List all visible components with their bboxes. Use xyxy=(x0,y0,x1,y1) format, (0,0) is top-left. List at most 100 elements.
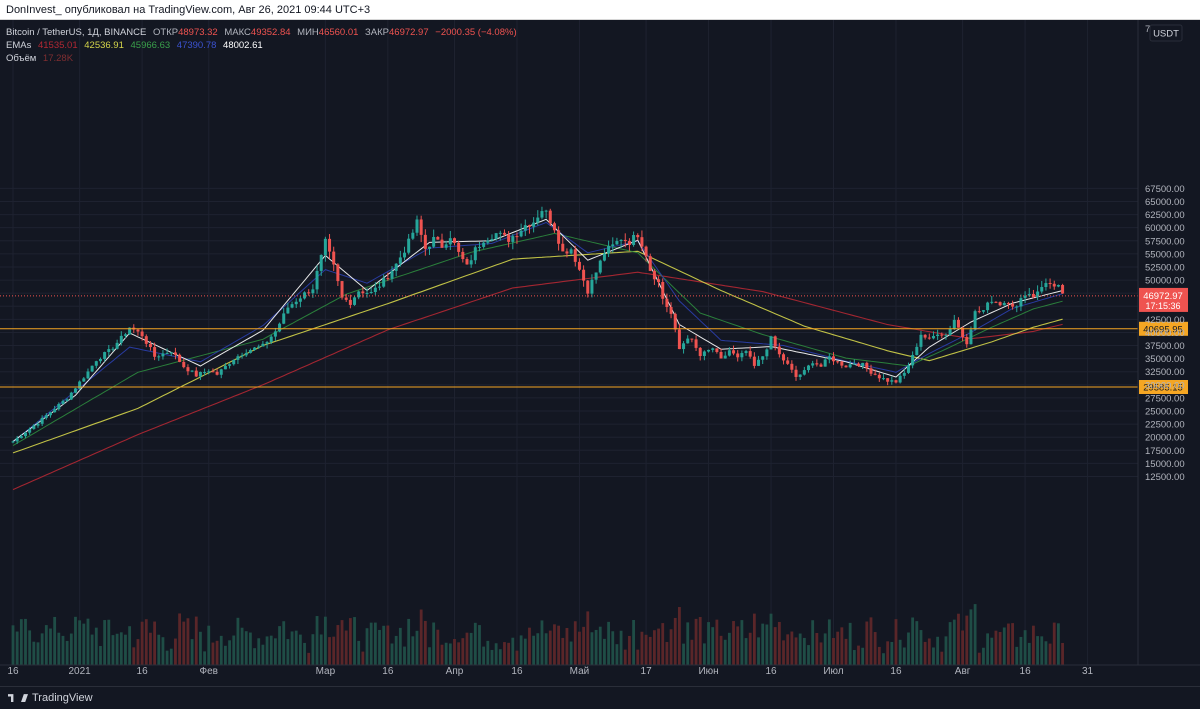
candle-body xyxy=(902,372,906,376)
volume-bar xyxy=(894,619,898,665)
candle-body xyxy=(815,363,819,365)
candle-body xyxy=(232,359,236,365)
legend-high-value: 49352.84 xyxy=(250,27,291,38)
candle-body xyxy=(253,347,257,351)
volume-bar xyxy=(836,631,840,665)
legend-ema-label[interactable]: EMAs xyxy=(6,40,32,51)
candle-body xyxy=(682,343,686,350)
volume-bar xyxy=(65,640,69,665)
volume-bar xyxy=(44,625,48,665)
legend-symbol[interactable]: Bitcoin / TetherUS, 1Д, BINANCE xyxy=(6,27,147,38)
candle-body xyxy=(286,307,290,314)
volume-bar xyxy=(69,633,73,665)
candle-body xyxy=(573,249,577,262)
candle-body xyxy=(123,334,127,336)
candle-body xyxy=(428,246,431,249)
volume-bar xyxy=(219,635,223,665)
volume-bar xyxy=(49,628,52,665)
candle-body xyxy=(173,352,177,355)
volume-bar xyxy=(369,622,373,665)
volume-bar xyxy=(952,619,956,665)
price-axis-tick-label: 40000.00 xyxy=(1145,328,1185,339)
candle-body xyxy=(282,313,286,324)
price-chart[interactable]: 40695.95 29585.15 12500.00 15000.00 17500.00… xyxy=(0,20,1200,686)
candle-body xyxy=(557,230,561,244)
volume-bar xyxy=(1015,646,1019,665)
candle-body xyxy=(340,281,344,298)
candle-body xyxy=(32,425,36,429)
volume-bar xyxy=(665,641,669,665)
candle-body xyxy=(823,359,827,367)
volume-bar xyxy=(1027,642,1031,665)
volume-bar xyxy=(494,643,498,665)
candle-body xyxy=(552,223,556,231)
candle-body xyxy=(877,374,881,379)
volume-bar xyxy=(561,637,565,665)
price-axis-tick-label: 52500.00 xyxy=(1145,262,1185,273)
candle-body xyxy=(348,299,352,305)
candle-body xyxy=(852,363,856,365)
legend-volume-label[interactable]: Объём xyxy=(6,53,37,64)
volume-bar xyxy=(744,638,748,665)
time-axis-label: Июн xyxy=(698,666,718,677)
volume-bar xyxy=(611,631,615,665)
volume-bar xyxy=(977,652,981,665)
volume-bar xyxy=(553,624,556,665)
candle-body xyxy=(382,278,386,287)
time-axis-label: 16 xyxy=(890,666,902,677)
volume-bar xyxy=(940,651,944,665)
candle-body xyxy=(906,365,910,373)
candle-body xyxy=(773,336,777,347)
candle-body xyxy=(136,329,140,332)
footer-brand[interactable]: TradingView xyxy=(32,692,93,704)
volume-bar xyxy=(565,628,569,665)
candle-body xyxy=(757,359,761,366)
candle-body xyxy=(532,222,536,227)
candle-body xyxy=(698,347,702,357)
candle-body xyxy=(952,319,956,329)
volume-bar xyxy=(523,638,527,665)
candle-body xyxy=(936,334,940,337)
volume-bar xyxy=(569,641,573,665)
currency-box xyxy=(1149,24,1183,42)
candle-body xyxy=(790,363,794,370)
candle-body xyxy=(719,351,723,359)
volume-bar xyxy=(578,631,581,665)
candle-body xyxy=(673,313,677,330)
candle-body xyxy=(61,400,65,404)
candle-body xyxy=(527,225,531,227)
volume-bar xyxy=(174,638,177,665)
time-axis-label: Апр xyxy=(446,666,464,677)
volume-bar xyxy=(944,636,948,665)
candle-body xyxy=(686,338,690,344)
candle-body xyxy=(998,302,1002,306)
candle-body xyxy=(261,343,265,347)
candle-body xyxy=(661,282,665,299)
candle-body xyxy=(328,238,332,252)
candle-body xyxy=(369,292,373,294)
volume-bar xyxy=(357,640,361,665)
candle-body xyxy=(765,349,769,357)
volume-bar xyxy=(919,630,923,665)
volume-bar xyxy=(628,635,631,665)
candle-body xyxy=(769,336,773,350)
volume-bar xyxy=(765,624,769,665)
volume-bar xyxy=(598,626,602,665)
volume-bar xyxy=(11,625,15,665)
volume-bar xyxy=(361,651,365,665)
candle-body xyxy=(1061,285,1065,294)
candle-body xyxy=(690,338,694,340)
volume-bar xyxy=(1061,642,1064,665)
volume-bar xyxy=(603,638,606,665)
volume-bar xyxy=(403,646,406,665)
volume-bar xyxy=(24,618,27,665)
candle-body xyxy=(1006,302,1010,304)
volume-bar xyxy=(203,651,206,665)
volume-bar xyxy=(15,631,19,665)
candle-body xyxy=(40,417,44,424)
candle-body xyxy=(1052,283,1056,287)
volume-bar xyxy=(548,630,552,665)
time-axis-label: 16 xyxy=(137,666,149,677)
candle-body xyxy=(190,370,194,372)
volume-bar xyxy=(769,613,773,665)
